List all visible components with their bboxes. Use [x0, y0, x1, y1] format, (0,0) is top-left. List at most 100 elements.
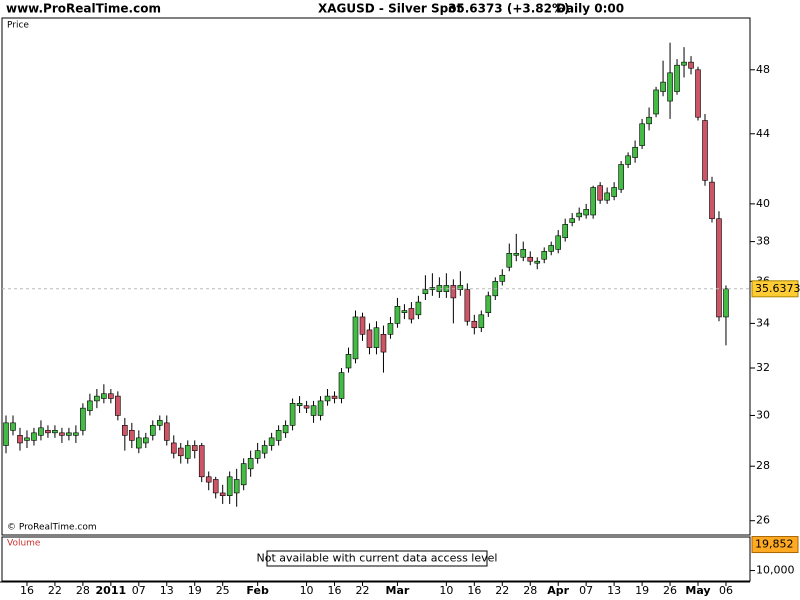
x-tick-label: 07: [132, 584, 146, 597]
candle-body: [660, 81, 666, 92]
candle-body: [478, 314, 485, 329]
candle-body: [723, 288, 729, 318]
x-tick-label: 13: [160, 584, 174, 597]
candle-body: [709, 181, 715, 220]
period: Daily 0:00: [556, 2, 624, 16]
x-tick-label: 19: [635, 584, 649, 597]
candle-body: [611, 187, 617, 197]
notice-box: [266, 550, 488, 567]
instrument: XAGUSD - Silver Spot: [318, 2, 462, 16]
candle-body: [590, 187, 596, 216]
candle-body: [122, 425, 128, 436]
panel-title: Price: [7, 21, 29, 31]
candle-body: [345, 354, 352, 369]
candle-body: [394, 305, 401, 324]
x-tick-label: 16: [328, 584, 342, 597]
x-tick-label: 26: [663, 584, 677, 597]
notice: Not available with current data access l…: [257, 552, 498, 565]
x-tick-label: 22: [495, 584, 509, 597]
candle-body: [219, 492, 226, 496]
candle-body: [639, 123, 645, 146]
candle-body: [101, 393, 107, 399]
candle-body: [3, 422, 9, 446]
x-tick-label: May: [685, 584, 710, 597]
volume-title: Volume: [7, 539, 41, 549]
candle-body: [324, 395, 331, 402]
candle-body: [716, 218, 722, 318]
candle-body: [247, 458, 254, 470]
candle-body: [555, 235, 562, 250]
last-price-box: [751, 280, 799, 298]
y-tick-label: 38: [756, 235, 770, 248]
candle-body: [289, 403, 296, 426]
candle-body: [520, 249, 527, 258]
candle-body: [499, 274, 506, 282]
candle-body: [359, 316, 366, 335]
candle-body: [38, 427, 44, 436]
y-tick-label: 48: [756, 63, 770, 76]
x-tick-label: 28: [523, 584, 537, 597]
candle-body: [94, 395, 100, 402]
candle-body: [674, 64, 680, 92]
candle-body: [108, 393, 114, 399]
candle-body: [226, 476, 233, 496]
candle-body: [450, 285, 457, 299]
candle-body: [73, 432, 79, 436]
x-tick-label: 22: [48, 584, 62, 597]
candle-body: [331, 395, 338, 399]
candle-body: [408, 308, 415, 320]
candle-body: [506, 253, 513, 268]
candle-body: [464, 289, 471, 322]
candle-body: [212, 479, 219, 494]
candle-body: [184, 445, 191, 459]
candle-body: [534, 260, 541, 264]
volume-last-box: [751, 536, 799, 554]
candle-body: [387, 323, 394, 335]
candle-body: [485, 295, 492, 313]
candle-body: [695, 69, 701, 118]
candle-body: [527, 256, 534, 262]
candle-body: [275, 430, 282, 441]
candle-body: [569, 218, 575, 223]
last-price-label: 35.6373: [755, 282, 800, 295]
copyright: © ProRealTime.com: [7, 523, 97, 533]
candle-body: [373, 327, 380, 348]
candle-body: [191, 445, 198, 451]
candle-body: [338, 372, 345, 399]
y-tick-label: 34: [756, 316, 770, 329]
candle-body: [66, 432, 72, 436]
candle-body: [31, 432, 37, 441]
candle-body: [254, 450, 261, 459]
candle-body: [177, 447, 184, 457]
candle-body: [261, 445, 268, 454]
candle-body: [583, 209, 589, 216]
y-tick-label: 44: [756, 127, 770, 140]
candle-body: [268, 437, 275, 446]
candle-body: [52, 430, 58, 434]
x-tick-label: Feb: [246, 584, 269, 597]
candle-body: [59, 432, 65, 436]
candle-body: [646, 116, 652, 125]
x-tick-label: 16: [20, 584, 34, 597]
candle-body: [352, 316, 359, 360]
candle-body: [681, 61, 687, 66]
candle-body: [667, 72, 673, 102]
quote: 35.6373 (+3.82%): [448, 2, 570, 16]
candle-body: [205, 476, 212, 483]
candle-body: [317, 400, 324, 416]
site-link[interactable]: www.ProRealTime.com: [6, 2, 161, 16]
candle-body: [149, 425, 156, 436]
candle-body: [240, 463, 247, 486]
candle-body: [310, 405, 317, 416]
candle-body: [10, 422, 16, 431]
x-tick-label: 22: [355, 584, 369, 597]
candle-body: [576, 212, 582, 218]
candle-body: [136, 437, 142, 449]
x-tick-label: Mar: [386, 584, 410, 597]
x-tick-label: 25: [216, 584, 230, 597]
candle-body: [170, 442, 177, 454]
candle-body: [604, 192, 610, 201]
x-tick-label: 16: [467, 584, 481, 597]
candle-body: [597, 185, 603, 201]
